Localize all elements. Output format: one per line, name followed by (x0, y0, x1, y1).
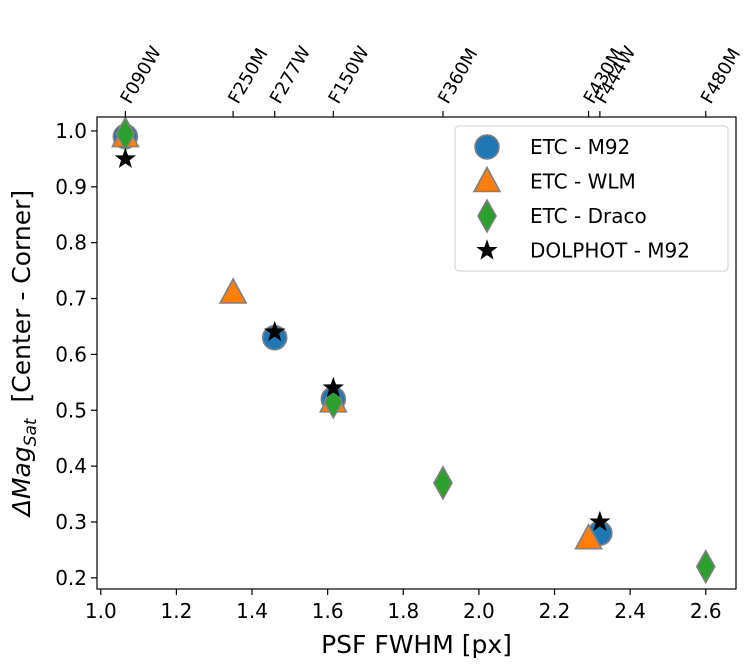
y-axis-label-sub: Sat (21, 417, 41, 446)
point-dolphot-m92 (322, 376, 344, 397)
y-tick-label: 0.9 (55, 175, 87, 199)
x-tick-label: 2.4 (614, 599, 646, 623)
legend-label-etc-wlm: ETC - WLM (530, 170, 636, 194)
y-tick-label: 0.2 (55, 566, 87, 590)
x-tick-label: 2.0 (463, 599, 495, 623)
legend-box (454, 125, 729, 272)
y-axis-label: ΔMagSat [Center - Corner] (7, 190, 41, 518)
x-tick-label: 1.0 (85, 599, 117, 623)
x-tick-label: 2.2 (539, 599, 571, 623)
point-dolphot-m92 (589, 510, 611, 532)
legend-marker-dolphot-m92 (476, 239, 498, 260)
point-etc-wlm (218, 277, 248, 304)
y-tick-label: 0.4 (55, 454, 87, 478)
data-points (111, 116, 716, 585)
legend: ETC - M92 ETC - WLM ETC - Draco DOLPHOT - M… (454, 125, 729, 272)
plot-frame (96, 116, 737, 590)
point-dolphot-m92 (264, 320, 286, 342)
y-tick-label: 1.0 (55, 119, 87, 143)
y-tick-label: 0.6 (55, 342, 87, 366)
y-tick-label: 0.5 (55, 398, 87, 422)
legend-marker-etc-wlm (472, 165, 502, 193)
legend-label-etc-m92: ETC - M92 (530, 135, 630, 159)
x-tick-label: 1.6 (312, 599, 344, 623)
y-axis-label-main: ΔMag (7, 446, 36, 518)
legend-label-etc-draco: ETC - Draco (530, 204, 647, 228)
y-tick-label: 0.8 (55, 231, 87, 255)
point-dolphot-m92 (114, 147, 137, 168)
x-tick-label: 1.4 (236, 599, 268, 623)
y-axis-label-rest: [Center - Corner] (7, 190, 36, 419)
legend-label-dolphot-m92: DOLPHOT - M92 (530, 239, 690, 263)
x-tick-label: 2.6 (690, 599, 722, 623)
legend-marker-etc-draco (477, 198, 497, 234)
point-etc-wlm (574, 523, 603, 550)
y-tick-label: 0.7 (55, 287, 87, 311)
x-tick-label: 1.8 (387, 599, 419, 623)
point-etc-draco (695, 549, 716, 585)
y-tick-label: 0.3 (55, 510, 87, 534)
x-tick-label: 1.2 (160, 599, 192, 623)
point-etc-draco (433, 465, 453, 501)
x-axis-label: PSF FWHM [px] (321, 630, 512, 659)
legend-marker-etc-m92 (474, 134, 500, 160)
